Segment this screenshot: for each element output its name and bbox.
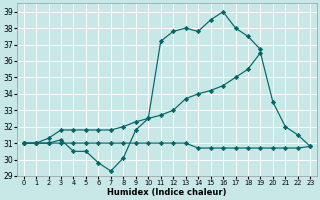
X-axis label: Humidex (Indice chaleur): Humidex (Indice chaleur): [107, 188, 227, 197]
